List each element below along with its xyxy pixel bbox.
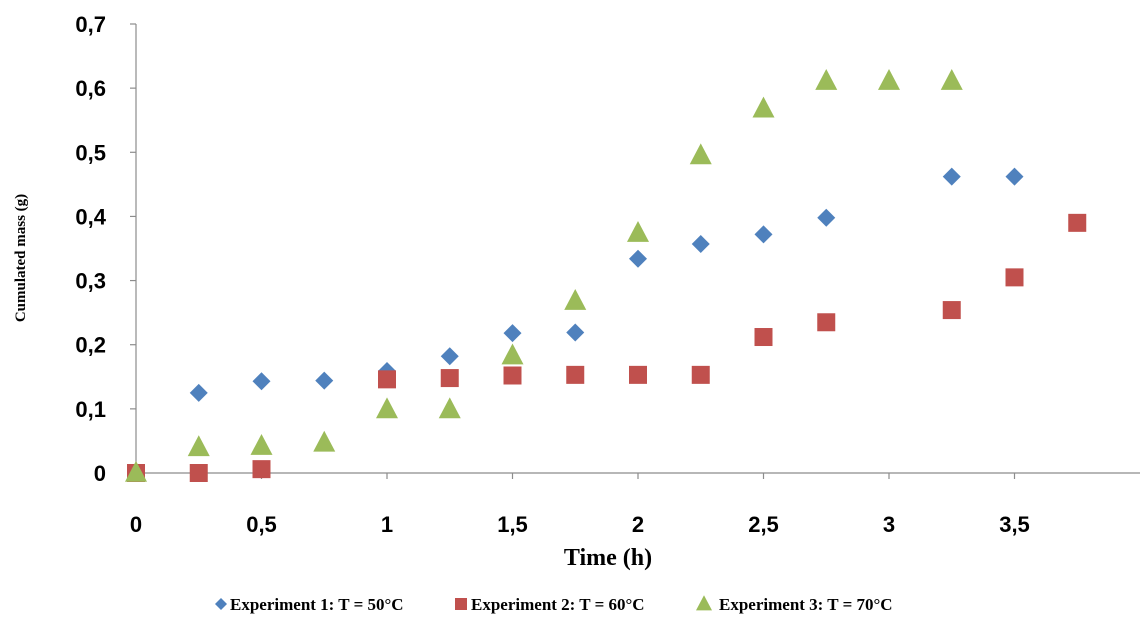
x-tick-label: 1: [381, 512, 393, 537]
data-point: [629, 249, 647, 268]
data-point: [252, 460, 271, 479]
data-point: [878, 68, 900, 90]
data-points: [125, 68, 1087, 482]
data-point: [689, 143, 712, 165]
data-point: [691, 365, 710, 384]
data-point: [1005, 167, 1024, 186]
y-axis-title: Cumulated mass (g): [13, 194, 29, 322]
data-point: [754, 328, 773, 347]
x-tick-label: 2: [632, 512, 644, 537]
data-point: [627, 221, 649, 242]
data-point: [250, 433, 273, 455]
series-3: [125, 68, 963, 482]
legend-item-3: Experiment 3: T = 70°C: [696, 595, 893, 614]
tick-labels: 0 0,1 0,2 0,3 0,4 0,5 0,6 0,7 0 0,5 1 1,5 2 2,5 3 3,5: [75, 12, 1029, 537]
data-point: [438, 397, 461, 419]
data-point: [503, 366, 522, 385]
data-point: [752, 96, 775, 118]
data-point: [378, 370, 396, 389]
data-point: [315, 371, 334, 390]
legend-label: Experiment 2: T = 60°C: [471, 595, 645, 614]
data-point: [1068, 213, 1087, 232]
x-tick-label: 1,5: [497, 512, 528, 537]
y-tick-label: 0: [94, 461, 106, 486]
x-tick-label: 3,5: [999, 512, 1030, 537]
series-2: [127, 213, 1087, 482]
data-point: [440, 347, 459, 366]
y-tick-label: 0,4: [75, 204, 106, 229]
data-point: [629, 365, 647, 384]
y-tick-label: 0,3: [75, 269, 106, 294]
data-point: [440, 369, 459, 388]
x-tick-label: 0,5: [246, 512, 277, 537]
data-point: [189, 383, 208, 402]
data-point: [252, 372, 271, 391]
x-tick-label: 3: [883, 512, 895, 537]
axes: [130, 23, 1140, 479]
data-point: [942, 301, 961, 320]
data-point: [817, 208, 836, 227]
data-point: [566, 323, 585, 342]
data-point: [376, 397, 398, 419]
data-point: [503, 324, 522, 343]
legend-marker: [215, 598, 227, 610]
y-tick-label: 0,5: [75, 140, 106, 165]
data-point: [817, 313, 836, 332]
y-tick-label: 0,2: [75, 333, 106, 358]
data-point: [815, 68, 838, 90]
y-tick-label: 0,6: [75, 76, 106, 101]
x-tick-label: 2,5: [748, 512, 779, 537]
data-point: [125, 460, 147, 482]
y-tick-label: 0,1: [75, 397, 106, 422]
legend-item-1: Experiment 1: T = 50°C: [215, 595, 404, 614]
data-point: [501, 343, 524, 365]
data-point: [691, 235, 710, 254]
data-point: [754, 225, 773, 244]
legend-marker: [455, 598, 467, 610]
x-axis-title: Time (h): [564, 545, 652, 571]
data-point: [566, 365, 585, 384]
data-point: [564, 288, 587, 310]
data-point: [313, 430, 336, 452]
y-tick-label: 0,7: [75, 12, 106, 37]
legend: Experiment 1: T = 50°C Experiment 2: T = …: [215, 595, 893, 614]
data-point: [187, 435, 210, 457]
data-point: [940, 68, 963, 90]
legend-marker: [696, 595, 712, 611]
data-point: [1005, 268, 1024, 287]
series-1: [127, 167, 1024, 482]
legend-label: Experiment 1: T = 50°C: [230, 595, 404, 614]
data-point: [942, 167, 961, 186]
x-tick-label: 0: [130, 512, 142, 537]
data-point: [189, 464, 208, 482]
legend-label: Experiment 3: T = 70°C: [719, 595, 893, 614]
legend-item-2: Experiment 2: T = 60°C: [455, 595, 645, 614]
